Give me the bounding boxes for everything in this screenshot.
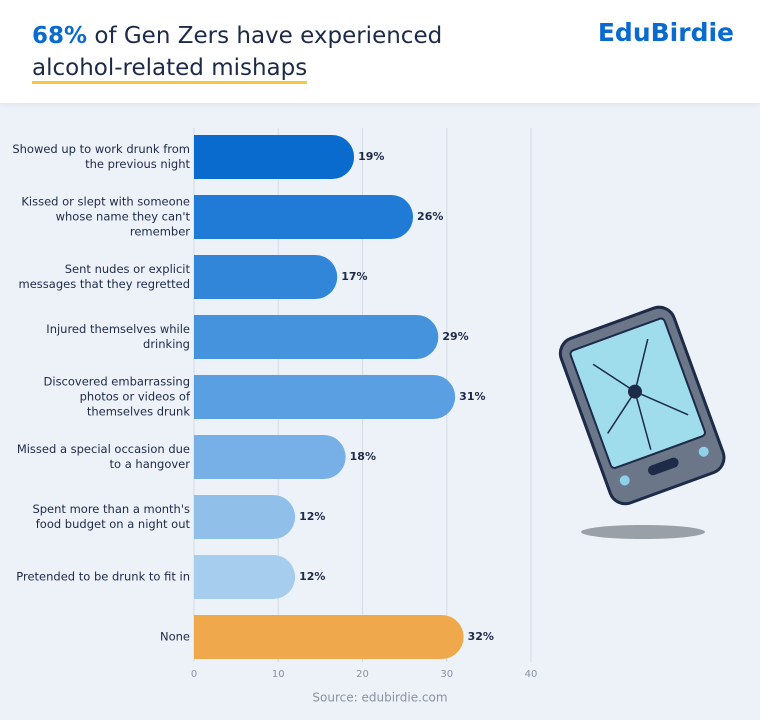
value-label: 12% [299, 510, 325, 523]
bar [194, 255, 338, 299]
bar [194, 315, 439, 359]
x-tick-label: 30 [440, 669, 453, 680]
category-label: Pretended to be drunk to fit in [16, 569, 190, 584]
brand: EduBirdie [597, 18, 734, 47]
category-label: Discovered embarrassing photos or videos… [43, 374, 190, 419]
title: 68% of Gen Zers have experienced alcohol… [32, 20, 442, 84]
title-highlight: 68% [32, 23, 88, 49]
x-tick-label: 0 [191, 669, 197, 680]
value-label: 17% [341, 270, 367, 283]
value-label: 18% [350, 450, 376, 463]
bar [194, 555, 296, 599]
category-label: None [159, 629, 190, 644]
value-label: 29% [442, 330, 468, 343]
phone-illustration [558, 305, 726, 539]
category-label: Spent more than a month's food budget on… [32, 502, 190, 531]
x-tick-label: 20 [356, 669, 369, 680]
value-label: 32% [468, 630, 494, 643]
value-label: 26% [417, 210, 443, 223]
x-tick-label: 10 [272, 669, 285, 680]
value-label: 31% [459, 390, 485, 403]
value-label: 19% [358, 150, 384, 163]
header: 68% of Gen Zers have experienced alcohol… [0, 0, 760, 103]
title-text: of Gen Zers have experienced [94, 23, 443, 49]
category-label: Showed up to work drunk from the previou… [12, 142, 190, 171]
x-tick-label: 40 [525, 669, 538, 680]
bar [194, 135, 355, 179]
source: Source: edubirdie.com [312, 691, 447, 705]
title-line2: alcohol-related mishaps [32, 55, 308, 84]
category-label: Kissed or slept with someone whose name … [21, 194, 190, 239]
category-label: Missed a special occasion due to a hango… [16, 442, 190, 471]
bar [194, 375, 456, 419]
bar [194, 495, 296, 539]
value-label: 12% [299, 570, 325, 583]
bar [194, 615, 464, 659]
bar [194, 195, 414, 240]
category-label: Injured themselves while drinking [46, 322, 190, 351]
bar [194, 435, 346, 479]
category-label: Sent nudes or explicit messages that the… [18, 262, 190, 291]
